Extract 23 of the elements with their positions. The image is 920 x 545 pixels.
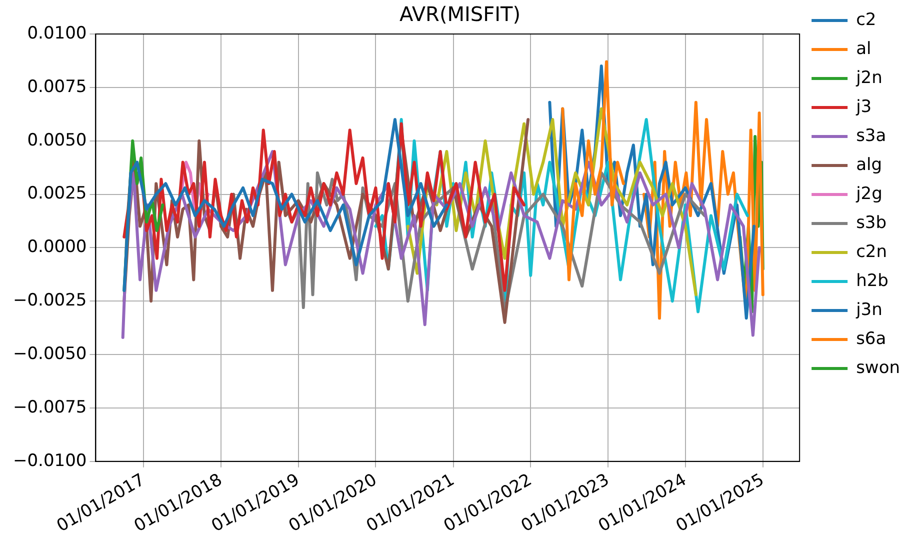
legend-label: s3a [856, 126, 886, 146]
y-tick-label: 0.0100 [27, 23, 87, 44]
legend-label: al [856, 38, 872, 59]
legend-label: j2g [855, 184, 882, 204]
y-tick-label: −0.0025 [12, 290, 87, 311]
legend-label: h2b [856, 270, 888, 291]
legend-label: j2n [855, 68, 882, 88]
chart-title: AVR(MISFIT) [399, 2, 521, 26]
legend-label: swon [856, 358, 900, 378]
y-tick-label: 0.0000 [27, 237, 87, 258]
legend-label: c2n [856, 242, 887, 262]
legend-label: c2 [856, 10, 876, 30]
legend-label: j3n [855, 300, 882, 320]
legend-label: s6a [856, 328, 886, 349]
y-tick-label: −0.0100 [12, 450, 87, 471]
y-tick-label: −0.0075 [12, 397, 87, 418]
legend-label: s3b [856, 212, 887, 233]
legend-label: alg [856, 154, 882, 175]
y-tick-label: −0.0050 [12, 344, 87, 364]
y-tick-label: 0.0075 [27, 76, 87, 97]
y-tick-label: 0.0050 [27, 130, 87, 150]
legend-label: j3 [855, 96, 872, 117]
y-tick-label: 0.0025 [27, 184, 87, 204]
